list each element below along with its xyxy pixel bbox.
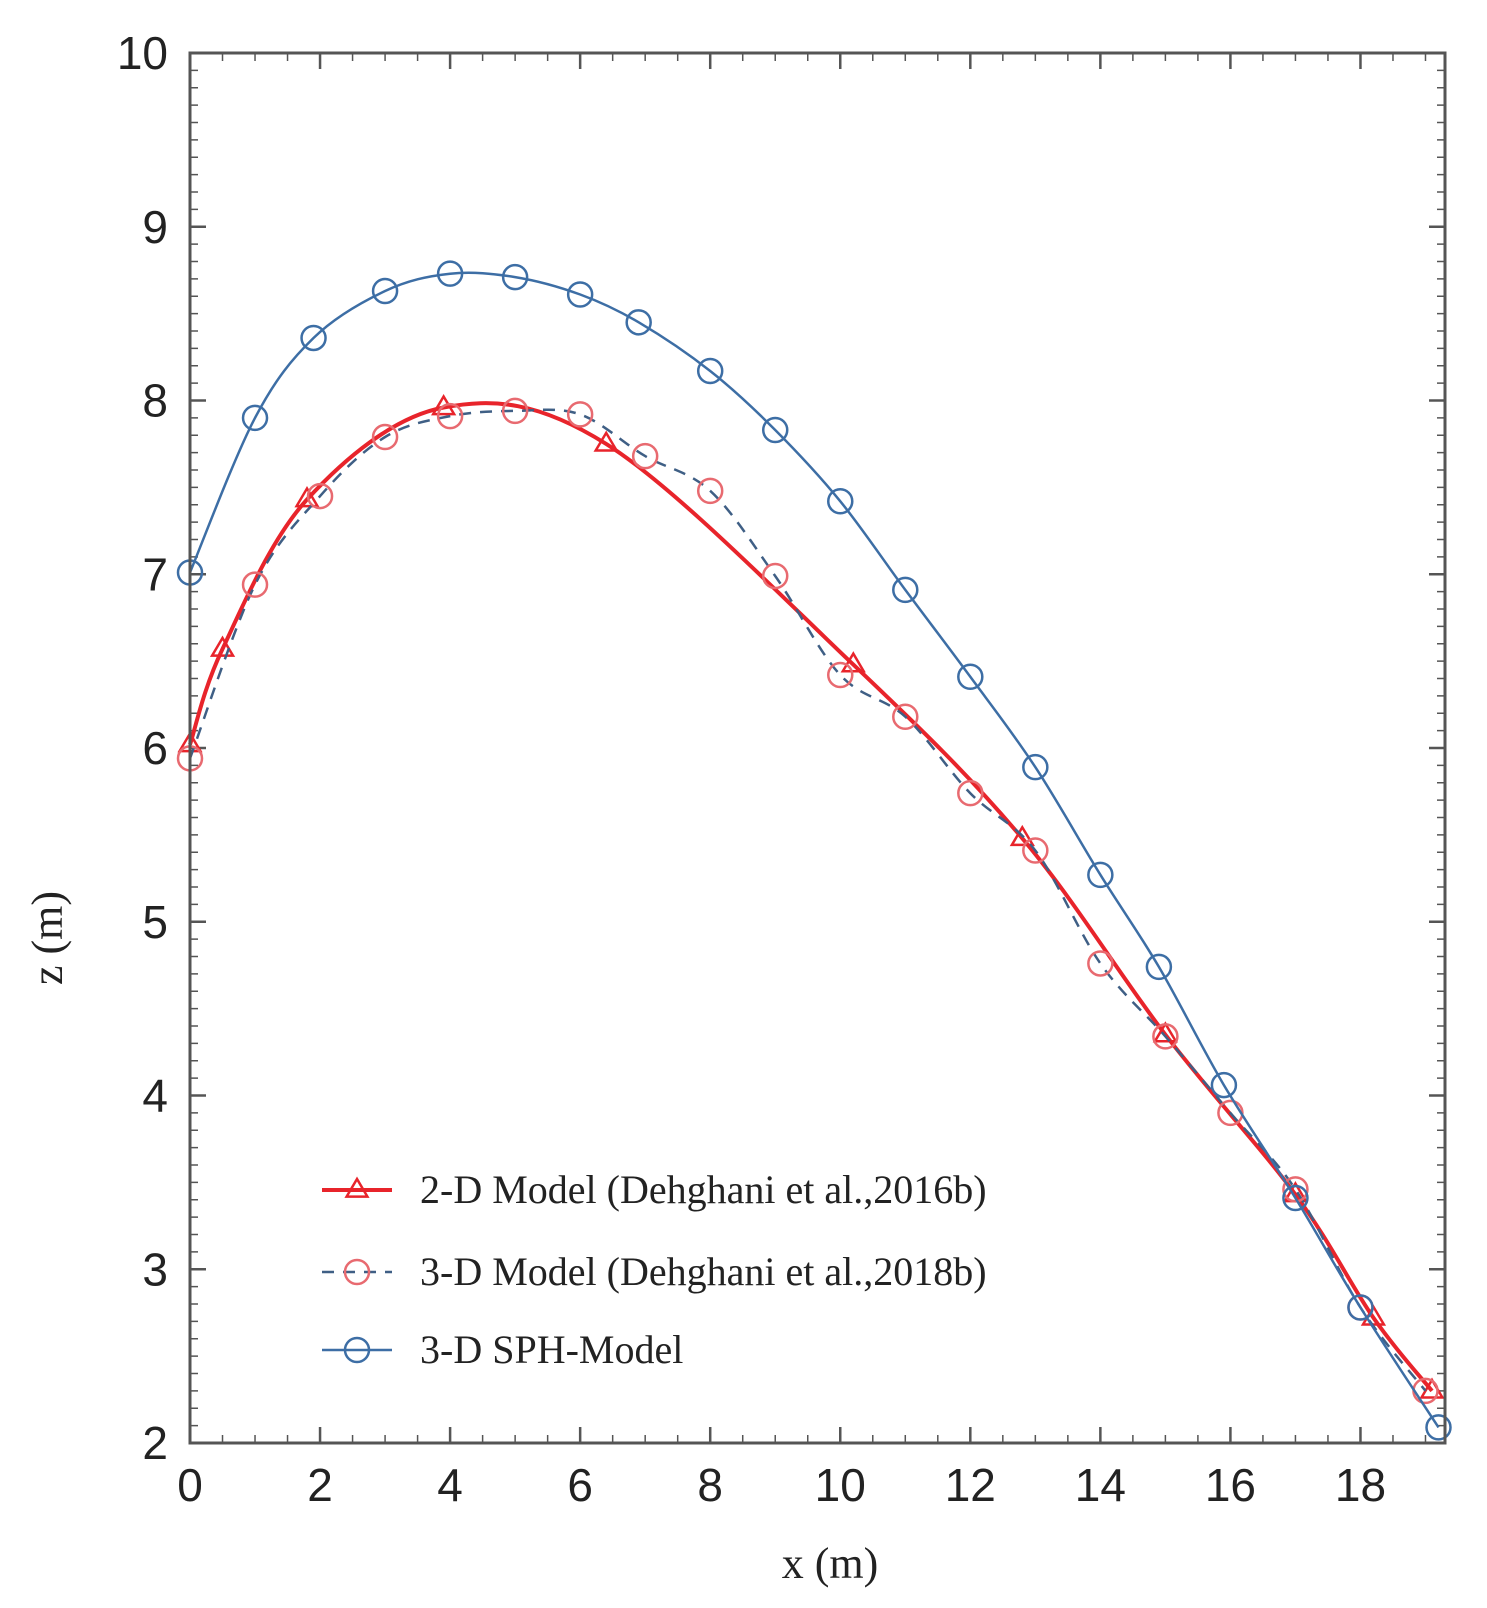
x-tick-label: 14 — [1075, 1459, 1126, 1511]
legend: 2-D Model (Dehghani et al.,2016b) 3-D Mod… — [322, 1167, 987, 1372]
series-3d-sph-model-marker — [566, 281, 594, 308]
series-3d-model-marker — [827, 661, 854, 689]
series-3d-model-marker — [306, 482, 334, 510]
series-3d-sph-model-marker — [1145, 953, 1173, 981]
series-3d-sph-model-marker — [1022, 753, 1049, 781]
y-tick-label: 5 — [142, 896, 168, 948]
series-3d-sph-model-marker — [625, 309, 652, 336]
series-3d-model-marker — [892, 703, 919, 730]
series-3d-sph-model-marker — [761, 416, 789, 444]
y-tick-label: 3 — [142, 1243, 168, 1295]
series-3d-model-marker — [241, 571, 269, 598]
series-3d-sph-model-marker — [241, 404, 269, 432]
series-2d-model-marker — [1152, 1021, 1178, 1043]
series-3d-model-marker — [1087, 950, 1114, 977]
legend-label: 2-D Model (Dehghani et al.,2016b) — [420, 1167, 987, 1212]
y-tick-label: 4 — [142, 1070, 168, 1122]
series-3d-model-marker — [761, 562, 789, 590]
series-3d-sph-model-marker — [1425, 1414, 1452, 1441]
series-3d-model-marker — [1282, 1176, 1309, 1203]
legend-marker-circle-icon — [343, 1336, 371, 1364]
series-3d-model-marker — [696, 477, 724, 505]
series-3d-sph-model-marker — [1282, 1184, 1309, 1212]
y-tick-label: 10 — [117, 27, 168, 79]
series-2d-model-marker — [209, 635, 236, 657]
series-3d-model-marker — [436, 402, 464, 430]
series-2d-model-marker — [840, 651, 866, 673]
series-2d-model-marker — [593, 430, 619, 452]
legend-item-3d-model: 3-D Model (Dehghani et al.,2018b) — [322, 1249, 987, 1294]
series-3d-model-marker — [631, 442, 659, 470]
series-3d-model-line — [188, 408, 1427, 1392]
series-2d-model-marker — [1009, 824, 1036, 847]
x-tick-label: 10 — [815, 1459, 866, 1511]
x-tick-label: 12 — [945, 1459, 996, 1511]
series-3d-sph-model-marker — [300, 324, 327, 352]
y-tick-label: 6 — [142, 722, 168, 774]
y-tick-label: 2 — [142, 1417, 168, 1469]
x-tick-label: 0 — [177, 1459, 203, 1511]
series-3d-model-marker — [566, 401, 594, 428]
x-tick-label: 18 — [1335, 1459, 1386, 1511]
x-tick-label: 4 — [437, 1459, 463, 1511]
y-tick-label: 9 — [142, 201, 168, 253]
series-3d-model-marker — [1022, 837, 1049, 864]
series-3d-sph-model-marker — [1347, 1294, 1374, 1321]
x-tick-label: 2 — [307, 1459, 333, 1511]
series-3d-sph-model-marker — [371, 277, 399, 305]
series-3d-sph-model — [176, 260, 1452, 1441]
legend-item-2d-model: 2-D Model (Dehghani et al.,2016b) — [322, 1167, 987, 1212]
series-3d-sph-model-line — [188, 271, 1440, 1429]
y-axis-label: z (m) — [23, 891, 72, 985]
legend-label: 3-D SPH-Model — [420, 1327, 683, 1372]
x-tick-label: 8 — [697, 1459, 723, 1511]
y-tick-label: 7 — [142, 548, 168, 600]
series-3d-sph-model-marker — [696, 357, 724, 385]
series-2d-model-line — [188, 401, 1434, 1393]
series-3d-sph-model-marker — [1087, 861, 1114, 889]
axis-ticks — [188, 51, 1445, 1445]
series-3d-sph-model-marker — [1210, 1071, 1238, 1099]
series-3d-sph-model-marker — [957, 663, 984, 691]
series-3d-model-marker — [371, 423, 399, 451]
series-2d-model — [177, 394, 1445, 1399]
series-3d-sph-model-marker — [892, 576, 919, 604]
series-3d-model-marker — [957, 779, 984, 807]
series-3d-sph-model-marker — [827, 488, 854, 515]
plot-area-frame — [188, 51, 1447, 1445]
legend-label: 3-D Model (Dehghani et al.,2018b) — [420, 1249, 987, 1294]
plot-series — [176, 260, 1452, 1441]
x-tick-label: 6 — [567, 1459, 593, 1511]
series-3d-sph-model-marker — [436, 260, 464, 287]
series-3d-sph-model-marker — [501, 263, 529, 291]
x-tick-label: 16 — [1205, 1459, 1256, 1511]
series-3d-model-marker — [1152, 1023, 1179, 1050]
series-3d-model-marker — [501, 397, 529, 425]
legend-marker-triangle-icon — [344, 1176, 370, 1198]
x-axis-label: x (m) — [782, 1539, 879, 1588]
legend-item-3d-sph-model: 3-D SPH-Model — [322, 1327, 683, 1372]
y-tick-label: 8 — [142, 375, 168, 427]
legend-marker-circle-icon — [343, 1258, 371, 1286]
series-2d-model-marker — [294, 486, 320, 508]
